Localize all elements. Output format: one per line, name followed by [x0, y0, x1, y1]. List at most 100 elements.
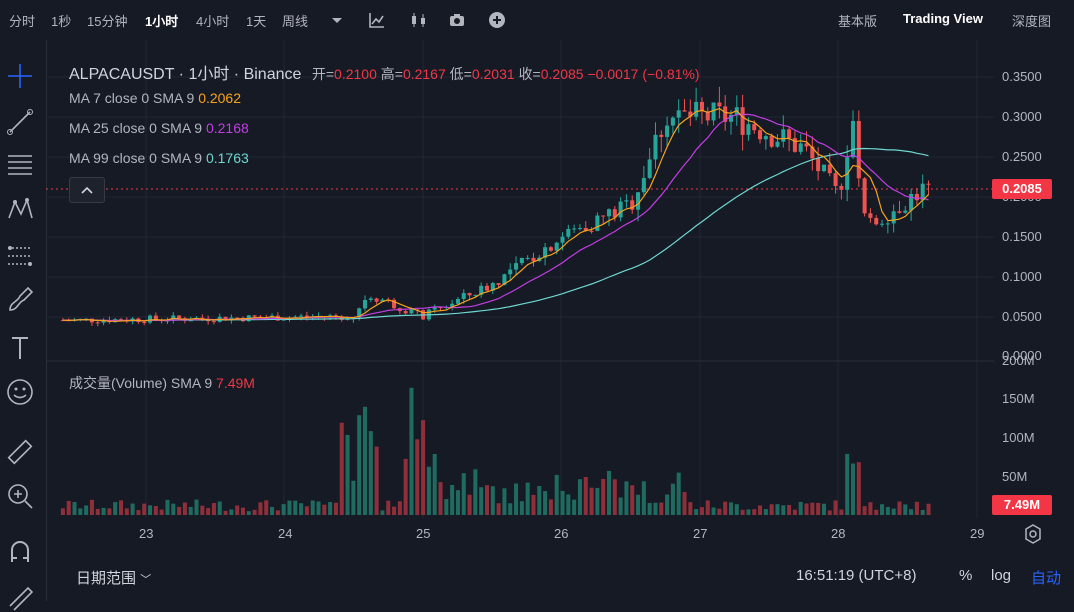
- volume-bar: [763, 509, 768, 515]
- indicators-icon[interactable]: [368, 11, 386, 29]
- interval-1h[interactable]: 1小时: [145, 14, 179, 29]
- volume-bar: [113, 502, 118, 515]
- volume-tick: 150M: [1002, 391, 1035, 406]
- drawing-toolbar: [0, 40, 47, 611]
- candle-body: [450, 303, 455, 307]
- candle-body: [758, 130, 763, 140]
- dropdown-icon[interactable]: [328, 11, 346, 29]
- camera-icon[interactable]: [448, 11, 466, 29]
- volume-bar: [914, 501, 919, 515]
- volume-bar: [374, 446, 379, 515]
- view-tradingview[interactable]: Trading View: [903, 11, 983, 26]
- interval-1d[interactable]: 1天: [246, 14, 267, 29]
- volume-bar: [78, 508, 83, 515]
- volume-bar: [409, 387, 414, 515]
- ma7-legend[interactable]: MA 7 close 0 SMA 9 0.2062: [69, 90, 242, 106]
- interval-1s[interactable]: 1秒: [51, 14, 72, 29]
- interval-4h[interactable]: 4小时: [196, 14, 230, 29]
- volume-bar: [880, 504, 885, 515]
- volume-bar: [810, 502, 815, 515]
- pencil-icon[interactable]: [4, 580, 36, 612]
- settings-gear-icon[interactable]: [1022, 523, 1044, 545]
- candle-body: [624, 200, 629, 202]
- candles-icon[interactable]: [410, 11, 428, 29]
- candle-body: [508, 269, 513, 275]
- percent-toggle[interactable]: %: [959, 567, 973, 584]
- candle-body: [595, 215, 600, 231]
- zoom-in-icon[interactable]: [4, 480, 36, 512]
- candle-body: [566, 228, 571, 237]
- volume-bar: [926, 503, 931, 515]
- candle-body: [101, 320, 106, 323]
- volume-bar: [758, 505, 763, 515]
- crosshair-icon[interactable]: [4, 60, 36, 92]
- candle-body: [473, 294, 478, 296]
- volume-bar: [566, 494, 571, 515]
- price-tick: 0.2500: [1002, 149, 1042, 164]
- volume-bar: [182, 502, 187, 515]
- magnet-icon[interactable]: [4, 536, 36, 568]
- interval-15m[interactable]: 15分钟: [87, 14, 128, 29]
- trendline-icon[interactable]: [4, 106, 36, 138]
- volume-bar: [246, 511, 251, 515]
- volume-bar: [670, 483, 675, 515]
- volume-bar: [345, 434, 350, 515]
- candle-body: [514, 263, 519, 270]
- volume-bar: [816, 502, 821, 515]
- ruler-icon[interactable]: [4, 436, 36, 468]
- volume-bar: [397, 501, 402, 515]
- volume-bar: [746, 509, 751, 515]
- volume-bar: [368, 431, 373, 515]
- emoji-icon[interactable]: [4, 376, 36, 408]
- horizontal-lines-icon[interactable]: [4, 148, 36, 180]
- volume-bar: [514, 483, 519, 515]
- ma25-legend[interactable]: MA 25 close 0 SMA 9 0.2168: [69, 120, 249, 136]
- pattern-icon[interactable]: [4, 194, 36, 226]
- volume-bar: [287, 500, 292, 515]
- volume-bar: [142, 503, 147, 515]
- candle-body: [392, 299, 397, 309]
- volume-bar: [240, 507, 246, 515]
- date-range-button[interactable]: 日期范围 ﹀: [76, 570, 152, 587]
- candle-body: [816, 158, 821, 172]
- collapse-legend-button[interactable]: [69, 177, 105, 203]
- volume-bar: [479, 487, 484, 515]
- volume-bar: [299, 503, 304, 515]
- interval-1w[interactable]: 周线: [282, 14, 309, 29]
- candle-body: [339, 316, 344, 320]
- candle-body: [752, 124, 757, 131]
- clock[interactable]: 16:51:19 (UTC+8): [796, 567, 917, 584]
- chevron-down-icon: ﹀: [140, 574, 152, 586]
- ma99-legend[interactable]: MA 99 close 0 SMA 9 0.1763: [69, 150, 249, 166]
- volume-bar: [310, 500, 315, 515]
- brush-icon[interactable]: [4, 284, 36, 316]
- add-icon[interactable]: [488, 11, 506, 29]
- volume-bar: [421, 420, 426, 515]
- price-tick: 0.3500: [1002, 69, 1042, 84]
- candle-body: [362, 299, 368, 309]
- auto-toggle[interactable]: 自动: [1031, 570, 1062, 587]
- volume-legend[interactable]: 成交量(Volume) SMA 9 7.49M: [69, 375, 255, 391]
- text-icon[interactable]: [4, 332, 36, 364]
- view-basic[interactable]: 基本版: [838, 14, 878, 29]
- interval-tick[interactable]: 分时: [9, 14, 36, 29]
- volume-bar: [752, 509, 757, 515]
- price-chart[interactable]: [46, 40, 994, 520]
- time-tick: 25: [416, 526, 431, 541]
- candle-body: [589, 230, 594, 232]
- volume-bars: [60, 387, 931, 515]
- candle-body: [897, 211, 902, 213]
- log-toggle[interactable]: log: [991, 567, 1012, 584]
- candle-body: [583, 227, 588, 231]
- volume-bar: [734, 504, 739, 515]
- volume-bar: [258, 502, 263, 515]
- candle-body: [665, 125, 670, 137]
- volume-bar: [839, 509, 844, 515]
- candle-body: [548, 247, 553, 251]
- fib-icon[interactable]: [4, 240, 36, 272]
- volume-bar: [101, 507, 106, 515]
- symbol-name: ALPACAUSDT: [69, 66, 175, 83]
- volume-bar: [496, 503, 501, 515]
- view-depth[interactable]: 深度图: [1012, 14, 1052, 29]
- volume-bar: [792, 509, 797, 515]
